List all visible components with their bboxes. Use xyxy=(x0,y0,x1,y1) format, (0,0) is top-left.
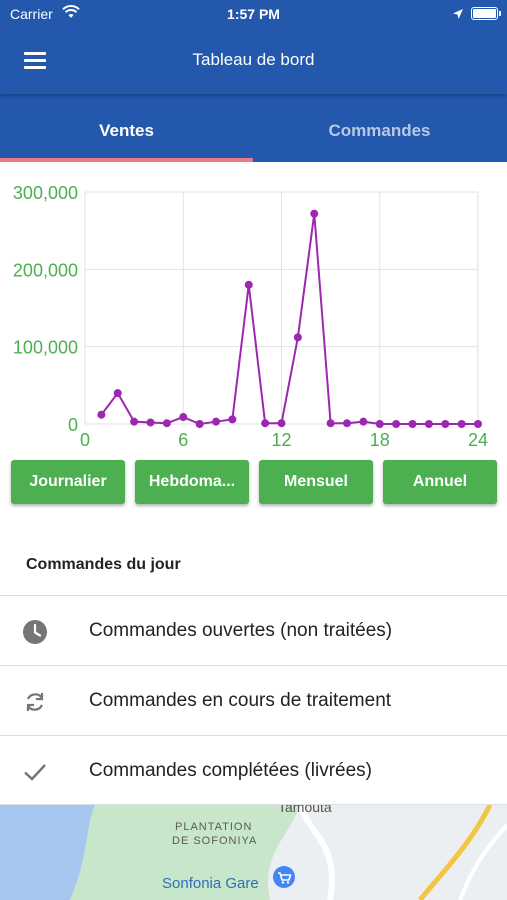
data-point xyxy=(277,419,286,428)
data-point xyxy=(326,419,335,428)
y-tick-label: 100,000 xyxy=(13,338,78,358)
list-item-label: Commandes complétées (livrées) xyxy=(89,760,372,781)
data-point xyxy=(195,420,204,428)
x-tick-label: 0 xyxy=(80,430,90,450)
list-item-open-orders[interactable]: Commandes ouvertes (non traitées) xyxy=(0,595,507,665)
y-tick-label: 300,000 xyxy=(13,183,78,203)
range-button-row: Journalier Hebdoma... Mensuel Annuel xyxy=(0,460,507,506)
data-point xyxy=(162,419,171,428)
series-line xyxy=(100,213,478,426)
list-item-processing-orders[interactable]: Commandes en cours de traitement xyxy=(0,665,507,735)
data-point xyxy=(97,410,106,419)
tab-ventes[interactable]: Ventes xyxy=(99,121,154,140)
data-point xyxy=(359,417,368,426)
data-point xyxy=(457,420,466,428)
shopping-cart-pin-icon xyxy=(272,865,296,894)
data-point xyxy=(261,419,270,428)
tab-indicator xyxy=(0,158,253,162)
monthly-button[interactable]: Mensuel xyxy=(259,460,373,504)
x-tick-label: 12 xyxy=(271,430,291,450)
weekly-button[interactable]: Hebdoma... xyxy=(135,460,249,504)
daily-button[interactable]: Journalier xyxy=(11,460,125,504)
section-title: Commandes du jour xyxy=(26,556,181,573)
data-point xyxy=(179,413,188,422)
clock-time: 1:57 PM xyxy=(227,6,280,22)
map-preview[interactable]: Tamouta PLANTATION DE SOFONIYA Sonfonia … xyxy=(0,805,507,900)
hamburger-menu-icon[interactable] xyxy=(16,46,56,76)
data-point xyxy=(375,420,384,428)
data-point xyxy=(424,420,433,428)
data-point xyxy=(113,389,122,398)
y-tick-label: 0 xyxy=(68,415,78,435)
orders-list: Commandes ouvertes (non traitées) Comman… xyxy=(0,595,507,805)
data-point xyxy=(441,420,450,428)
x-tick-label: 6 xyxy=(178,430,188,450)
app-bar: Tableau de bord xyxy=(0,30,507,94)
data-point xyxy=(228,415,237,424)
status-bar: Carrier 1:57 PM xyxy=(0,0,507,30)
data-point xyxy=(474,420,482,428)
data-point xyxy=(146,418,155,427)
x-tick-label: 24 xyxy=(468,430,488,450)
map-label-sofoniya: DE SOFONIYA xyxy=(172,835,258,847)
data-point xyxy=(212,417,220,426)
data-point xyxy=(392,420,401,428)
wifi-icon xyxy=(62,5,80,24)
sales-chart-svg: 0 6 12 18 24 0 100,000 200,000 300,000 xyxy=(13,183,488,450)
sales-chart: 0 6 12 18 24 0 100,000 200,000 300,000 xyxy=(0,170,507,455)
yearly-button[interactable]: Annuel xyxy=(383,460,497,504)
data-point xyxy=(130,417,139,426)
x-tick-label: 18 xyxy=(370,430,390,450)
page-title: Tableau de bord xyxy=(192,50,315,69)
y-tick-label: 200,000 xyxy=(13,260,78,280)
map-background xyxy=(0,805,507,900)
location-arrow-icon xyxy=(452,7,464,25)
check-icon xyxy=(22,759,48,785)
data-point xyxy=(408,420,417,428)
map-label-sonfonia-gare: Sonfonia Gare xyxy=(162,875,259,892)
data-point xyxy=(310,209,319,218)
tab-bar: Ventes Commandes xyxy=(0,94,507,162)
map-label-plantation: PLANTATION xyxy=(175,821,253,833)
battery-icon xyxy=(471,7,498,20)
carrier-label: Carrier xyxy=(10,6,53,22)
data-point xyxy=(293,333,302,342)
sync-icon xyxy=(22,689,48,715)
battery-cap xyxy=(499,11,501,16)
list-item-label: Commandes ouvertes (non traitées) xyxy=(89,620,393,641)
data-point xyxy=(244,280,253,289)
list-item-label: Commandes en cours de traitement xyxy=(89,690,392,711)
clock-icon xyxy=(22,619,48,645)
tab-commandes[interactable]: Commandes xyxy=(328,121,431,140)
list-item-completed-orders[interactable]: Commandes complétées (livrées) xyxy=(0,735,507,805)
data-point xyxy=(343,419,351,428)
map-label-tamouta: Tamouta xyxy=(278,805,332,815)
